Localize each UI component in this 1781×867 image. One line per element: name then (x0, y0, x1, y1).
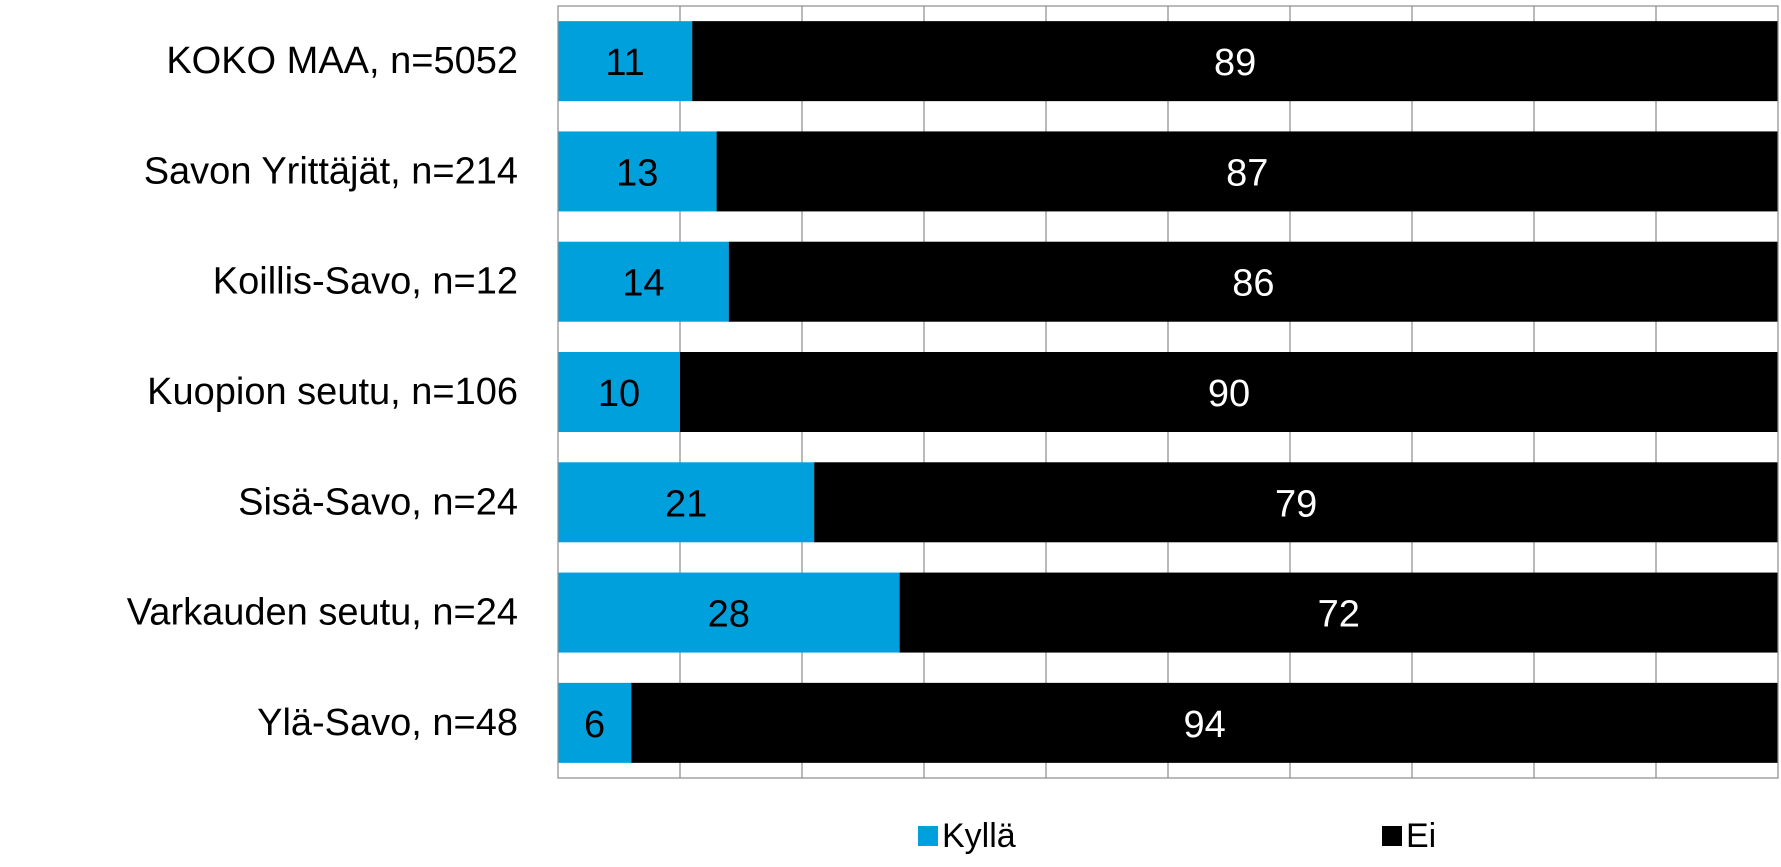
bar-segment-ei (728, 241, 1778, 322)
bar-segment-ei (716, 131, 1778, 212)
data-label: 94 (1183, 704, 1225, 746)
data-label: 21 (665, 483, 707, 525)
data-label: 86 (1232, 263, 1274, 305)
bar-segment-kylla (558, 241, 729, 322)
data-label: 79 (1275, 483, 1317, 525)
bar-segment-ei (814, 462, 1778, 543)
legend-swatch (918, 826, 938, 846)
bar-segment-ei (631, 682, 1779, 763)
legend-entry: Ei (1406, 817, 1436, 855)
data-label: 10 (598, 373, 640, 415)
bar-segment-kylla (558, 131, 717, 212)
category-label: KOKO MAA, n=5052 (166, 40, 518, 82)
bar-segment-kylla (558, 572, 900, 653)
category-label: Varkauden seutu, n=24 (127, 592, 518, 634)
bar-segment-ei (680, 352, 1778, 432)
category-label: Kuopion seutu, n=106 (147, 371, 518, 413)
data-label: 13 (616, 152, 658, 194)
bar-segment-ei (899, 572, 1778, 653)
bar-segment-kylla (558, 682, 632, 763)
data-label: 89 (1214, 42, 1256, 84)
legend-entry: Kyllä (942, 817, 1016, 855)
data-label: 14 (622, 263, 664, 305)
data-label: 6 (584, 704, 605, 746)
plot-frame (557, 5, 1779, 779)
category-label: Sisä-Savo, n=24 (238, 481, 518, 523)
bar-segment-kylla (558, 462, 815, 543)
category-label: Koillis-Savo, n=12 (213, 261, 518, 303)
bar-segment-kylla (558, 21, 693, 102)
category-labels: KOKO MAA, n=5052 Savon Yrittäjät, n=214 Ko… (127, 40, 518, 744)
legend: Kyllä Ei (918, 817, 1436, 855)
bar-segment-ei (692, 21, 1779, 102)
bar-segment-kylla (558, 352, 680, 432)
data-label: 72 (1318, 594, 1360, 636)
category-label: Savon Yrittäjät, n=214 (144, 150, 518, 192)
data-label: 28 (708, 594, 750, 636)
data-label: 11 (605, 42, 644, 84)
data-label: 87 (1226, 152, 1268, 194)
category-label: Ylä-Savo, n=48 (257, 702, 518, 744)
legend-swatch (1382, 826, 1402, 846)
bars: 11 89 13 87 14 86 10 90 21 79 28 72 6 94 (558, 21, 1779, 763)
data-label: 90 (1208, 373, 1250, 415)
